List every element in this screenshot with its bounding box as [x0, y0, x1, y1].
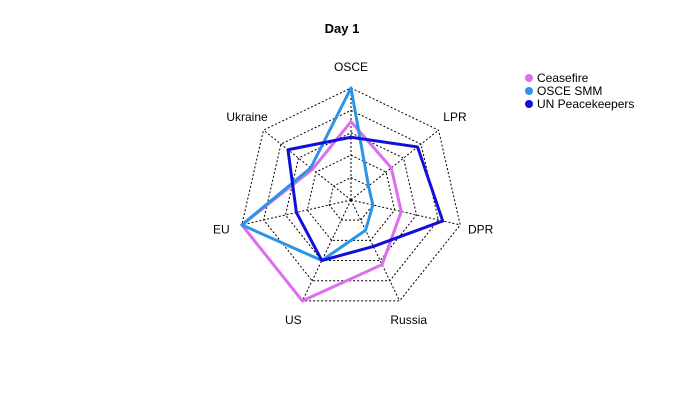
- axis-label-lpr: LPR: [443, 110, 467, 124]
- axis-label-osce: OSCE: [334, 60, 368, 74]
- radar-series: [240, 86, 445, 303]
- legend-marker-un-peacekeepers: [525, 100, 533, 108]
- axis-label-ukraine: Ukraine: [226, 110, 268, 124]
- series-osce-smm: [240, 86, 375, 263]
- spoke-eu: [241, 199, 352, 226]
- series-ceasefire: [240, 120, 403, 303]
- grid-ring-3: [284, 132, 418, 262]
- grid-ring-4: [263, 109, 439, 282]
- axis-label-us: US: [285, 313, 302, 327]
- legend-label-un-peacekeepers: UN Peacekeepers: [537, 97, 634, 111]
- legend-marker-osce-smm: [525, 87, 533, 95]
- axis-label-dpr: DPR: [468, 223, 494, 237]
- chart-title: Day 1: [325, 21, 360, 36]
- spoke-us: [301, 199, 352, 302]
- grid-ring-1: [328, 177, 374, 221]
- spoke-ukraine: [263, 129, 352, 201]
- series-un-peacekeepers: [286, 135, 445, 263]
- spoke-russia: [350, 199, 401, 302]
- legend-marker-ceasefire: [525, 74, 533, 82]
- axis-label-russia: Russia: [390, 313, 427, 327]
- radar-spokes: [241, 88, 461, 302]
- spoke-lpr: [350, 129, 439, 201]
- grid-ring-5: [241, 87, 461, 302]
- legend-label-ceasefire: Ceasefire: [537, 71, 589, 85]
- axis-label-eu: EU: [213, 223, 230, 237]
- axis-labels: OSCE LPR DPR Russia US EU Ukraine: [213, 60, 494, 327]
- legend-label-osce-smm: OSCE SMM: [537, 84, 602, 98]
